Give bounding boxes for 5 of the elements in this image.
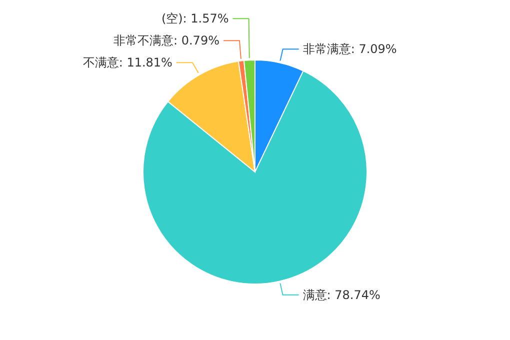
slice-label: 不满意: 11.81% <box>82 56 172 70</box>
slice-label: 非常不满意: 0.79% <box>114 34 220 48</box>
slice-label: (空): 1.57% <box>161 12 229 26</box>
slice-label: 非常满意: 7.09% <box>302 42 397 56</box>
slice-label: 满意: 78.74% <box>302 288 380 302</box>
